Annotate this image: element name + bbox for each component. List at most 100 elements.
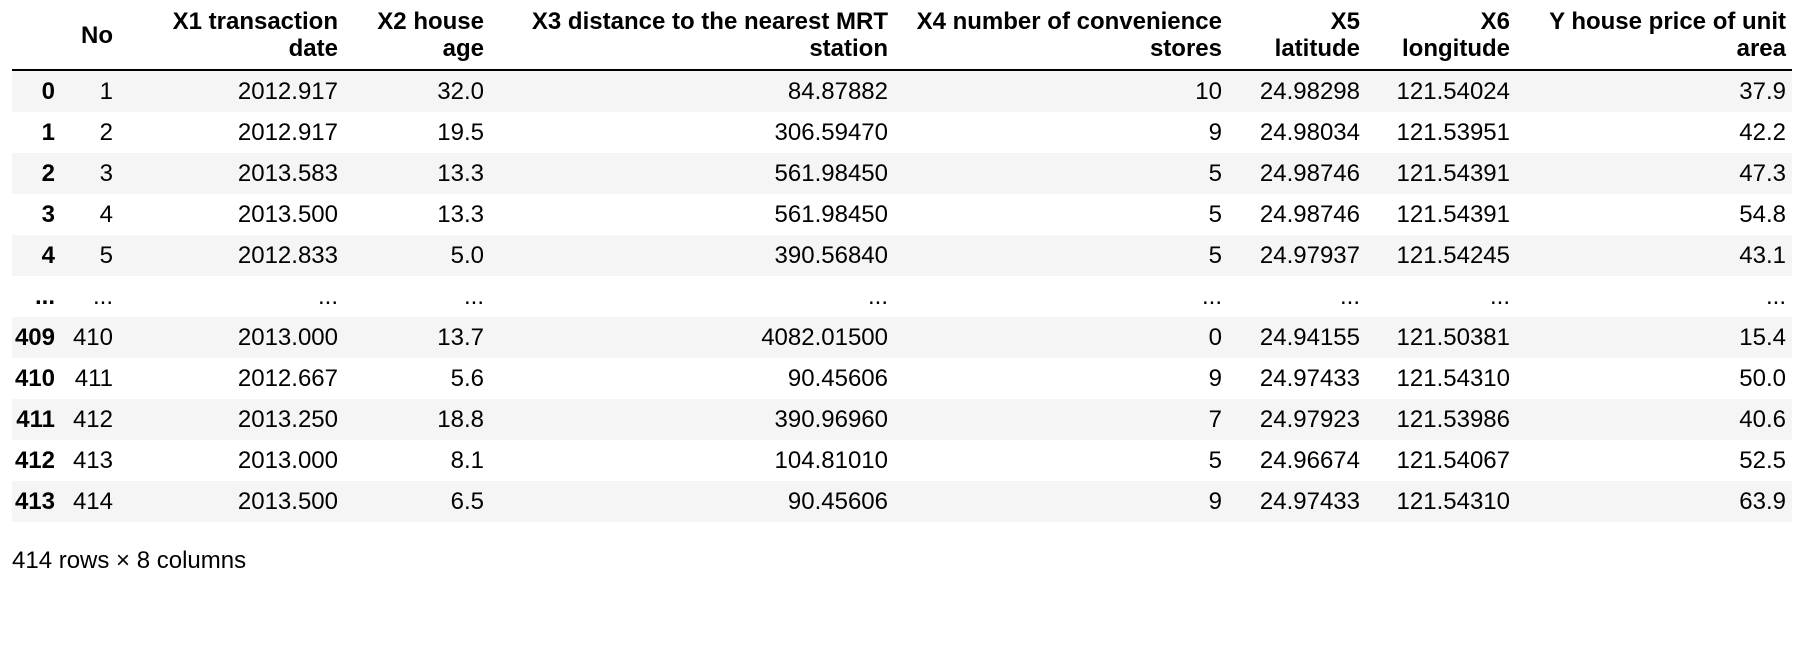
data-cell: 121.54067 [1396, 447, 1510, 474]
data-cell: 24.96674 [1259, 447, 1360, 474]
data-cell: ... [463, 283, 484, 310]
table-row: 411 412 2013.250 18.8 390.96960 7 24.97923 121.… [12, 399, 1792, 440]
data-cell: ... [317, 283, 338, 310]
data-cell: 2013.500 [237, 488, 338, 515]
table-row: 4 5 2012.833 5.0 390.56840 5 24.97937 121.54245… [12, 235, 1792, 276]
data-cell: 413 [72, 447, 113, 474]
data-cell: ... [92, 283, 113, 310]
data-cell: 19.5 [437, 119, 484, 146]
data-cell: 2012.917 [237, 119, 338, 146]
table-row: 0 1 2012.917 32.0 84.87882 10 24.98298 121.5402… [12, 70, 1792, 112]
row-index-cell: 1 [41, 119, 55, 146]
data-cell: 4082.01500 [761, 324, 888, 351]
data-cell: 63.9 [1739, 488, 1786, 515]
data-cell: 84.87882 [787, 78, 888, 105]
data-cell: 5 [1208, 201, 1222, 228]
data-cell: 15.4 [1739, 324, 1786, 351]
data-cell: 5 [99, 242, 113, 269]
data-cell: 121.54310 [1396, 365, 1510, 392]
data-cell: 390.56840 [774, 242, 888, 269]
row-index-cell: 410 [14, 365, 55, 392]
column-header-6: X6 longitude [1360, 2, 1510, 71]
row-index-cell: ... [34, 283, 55, 310]
row-index-cell: 411 [16, 406, 55, 433]
data-cell: 9 [1208, 365, 1222, 392]
data-cell: ... [1489, 283, 1510, 310]
data-cell: 10 [1195, 78, 1222, 105]
row-index-cell: 2 [41, 160, 55, 187]
row-index-cell: 3 [41, 201, 55, 228]
column-header-3: X3 distance to the nearest MRT station [484, 2, 888, 71]
column-header-4: X4 number of convenience stores [888, 2, 1222, 71]
row-index-cell: 412 [14, 447, 55, 474]
data-cell: 24.98034 [1259, 119, 1360, 146]
data-cell: 2012.667 [237, 365, 338, 392]
data-cell: 390.96960 [774, 406, 888, 433]
row-index-cell: 413 [14, 488, 55, 515]
column-header-1: X1 transaction date [113, 2, 338, 71]
data-cell: 410 [72, 324, 113, 351]
data-cell: 561.98450 [774, 201, 888, 228]
table-row: ........................... [12, 276, 1792, 317]
data-cell: 18.8 [437, 406, 484, 433]
data-cell: 24.97433 [1259, 488, 1360, 515]
data-cell: 2013.000 [237, 447, 338, 474]
data-cell: 121.50381 [1396, 324, 1510, 351]
dataframe-output: No X1 transaction date X2 house age X3 dist… [12, 2, 1792, 574]
data-cell: 24.98746 [1259, 201, 1360, 228]
data-cell: 24.98746 [1259, 160, 1360, 187]
table-body: 0 1 2012.917 32.0 84.87882 10 24.98298 121.5402… [12, 70, 1792, 522]
data-cell: 32.0 [437, 78, 484, 105]
table-row: 413 414 2013.500 6.5 90.45606 9 24.97433 121.54… [12, 481, 1792, 522]
data-cell: ... [1765, 283, 1786, 310]
data-cell: 306.59470 [774, 119, 888, 146]
data-cell: 9 [1208, 119, 1222, 146]
data-cell: 24.94155 [1259, 324, 1360, 351]
data-cell: 4 [99, 201, 113, 228]
header-row: No X1 transaction date X2 house age X3 dist… [12, 2, 1792, 71]
data-cell: 412 [72, 406, 113, 433]
column-header-7: Y house price of unit area [1510, 2, 1792, 71]
data-cell: 2013.583 [237, 160, 338, 187]
data-cell: 121.54391 [1396, 160, 1510, 187]
data-cell: 6.5 [450, 488, 484, 515]
row-index-cell: 0 [41, 78, 55, 105]
table-row: 1 2 2012.917 19.5 306.59470 9 24.98034 121.5395… [12, 112, 1792, 153]
data-cell: 121.53986 [1396, 406, 1510, 433]
data-cell: 50.0 [1739, 365, 1786, 392]
data-cell: ... [1339, 283, 1360, 310]
data-cell: 561.98450 [774, 160, 888, 187]
table-header: No X1 transaction date X2 house age X3 dist… [12, 2, 1792, 71]
data-cell: 121.54391 [1396, 201, 1510, 228]
data-cell: 3 [99, 160, 113, 187]
data-cell: 2 [99, 119, 113, 146]
data-cell: 24.97923 [1259, 406, 1360, 433]
data-cell: 8.1 [450, 447, 484, 474]
row-index-cell: 4 [41, 242, 55, 269]
data-cell: 5 [1208, 447, 1222, 474]
data-cell: 47.3 [1739, 160, 1786, 187]
row-count-summary: 414 rows × 8 columns [12, 547, 247, 574]
data-cell: 13.3 [437, 201, 484, 228]
data-cell: 121.53951 [1396, 119, 1510, 146]
column-header-5: X5 latitude [1222, 2, 1360, 71]
data-cell: 2013.500 [237, 201, 338, 228]
data-cell: 2013.250 [237, 406, 338, 433]
data-cell: 411 [74, 365, 113, 392]
data-cell: 5.6 [450, 365, 484, 392]
data-cell: 2012.833 [237, 242, 338, 269]
data-cell: 13.3 [437, 160, 484, 187]
data-cell: 24.98298 [1259, 78, 1360, 105]
data-cell: ... [867, 283, 888, 310]
data-cell: 43.1 [1739, 242, 1786, 269]
data-cell: 0 [1208, 324, 1222, 351]
data-cell: 7 [1208, 406, 1222, 433]
table-row: 3 4 2013.500 13.3 561.98450 5 24.98746 121.5439… [12, 194, 1792, 235]
data-cell: 5 [1208, 160, 1222, 187]
data-cell: 414 [72, 488, 113, 515]
data-cell: 5 [1208, 242, 1222, 269]
data-cell: ... [1201, 283, 1222, 310]
index-column-header [12, 2, 55, 71]
data-cell: 121.54310 [1396, 488, 1510, 515]
data-cell: 2012.917 [237, 78, 338, 105]
